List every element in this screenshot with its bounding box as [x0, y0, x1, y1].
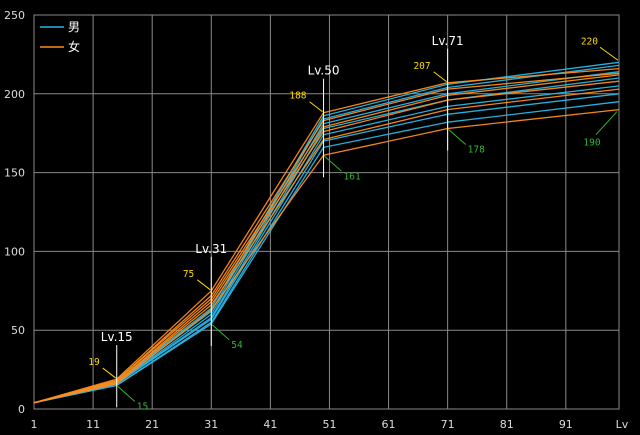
- level-marker-label: Lv.15: [101, 330, 133, 344]
- y-tick-label: 50: [11, 324, 25, 337]
- series-line: [33, 108, 620, 404]
- low-leader-line: [211, 324, 230, 341]
- high-leader-line: [309, 101, 323, 113]
- x-tick-label: 1: [31, 418, 38, 431]
- high-value-label: 207: [413, 61, 430, 72]
- high-value-label: 220: [581, 36, 598, 47]
- level-marker-label: Lv.31: [195, 242, 227, 256]
- y-tick-label: 100: [4, 245, 25, 258]
- y-tick-label: 150: [4, 167, 25, 180]
- x-tick-label: 21: [145, 418, 159, 431]
- low-leader-line: [448, 129, 466, 145]
- x-tick-label: 71: [441, 418, 455, 431]
- high-leader-line: [433, 71, 447, 83]
- low-value-label: 178: [468, 144, 485, 155]
- x-tick-label: 81: [500, 418, 514, 431]
- series-line: [33, 93, 620, 404]
- grid-lines: [33, 14, 620, 410]
- series-line: [33, 85, 620, 404]
- x-axis-label: Lv: [616, 418, 629, 431]
- series-line: [33, 67, 620, 404]
- low-value-label: 15: [137, 401, 148, 412]
- x-tick-label: 41: [263, 418, 277, 431]
- high-value-label: 75: [183, 269, 194, 280]
- low-leader-line: [117, 385, 136, 402]
- low-value-label: 161: [344, 171, 361, 182]
- x-tick-label: 91: [559, 418, 573, 431]
- high-leader-line: [599, 46, 619, 61]
- y-tick-label: 0: [18, 403, 25, 416]
- series-lines: [33, 61, 620, 404]
- series-line: [33, 88, 620, 404]
- x-tick-label: 31: [204, 418, 218, 431]
- high-leader-line: [102, 367, 117, 379]
- low-value-label: 190: [583, 138, 600, 149]
- low-value-label: 54: [231, 340, 243, 351]
- x-tick-label: 11: [86, 418, 100, 431]
- high-value-label: 19: [88, 357, 100, 368]
- series-line: [33, 71, 620, 404]
- level-markers: Lv.15 19 15 Lv.31 75 54 Lv.50 188 161 Lv.71 207 178…: [88, 34, 619, 412]
- low-leader-line: [595, 111, 618, 135]
- y-tick-label: 250: [4, 9, 25, 22]
- low-leader-line: [324, 155, 342, 172]
- series-line: [33, 101, 620, 404]
- legend-label: 男: [68, 20, 80, 34]
- legend-label: 女: [68, 39, 80, 54]
- x-tick-label: 51: [322, 418, 336, 431]
- series-line: [33, 80, 620, 404]
- high-leader-line: [196, 279, 211, 291]
- series-line: [33, 74, 620, 404]
- series-line: [33, 64, 620, 404]
- level-marker-label: Lv.71: [432, 34, 464, 48]
- high-value-label: 188: [289, 91, 306, 102]
- x-tick-label: 61: [382, 418, 396, 431]
- legend: 男女: [40, 20, 80, 54]
- level-marker-label: Lv.50: [308, 64, 340, 78]
- series-line: [33, 61, 620, 404]
- y-tick-label: 200: [4, 88, 25, 101]
